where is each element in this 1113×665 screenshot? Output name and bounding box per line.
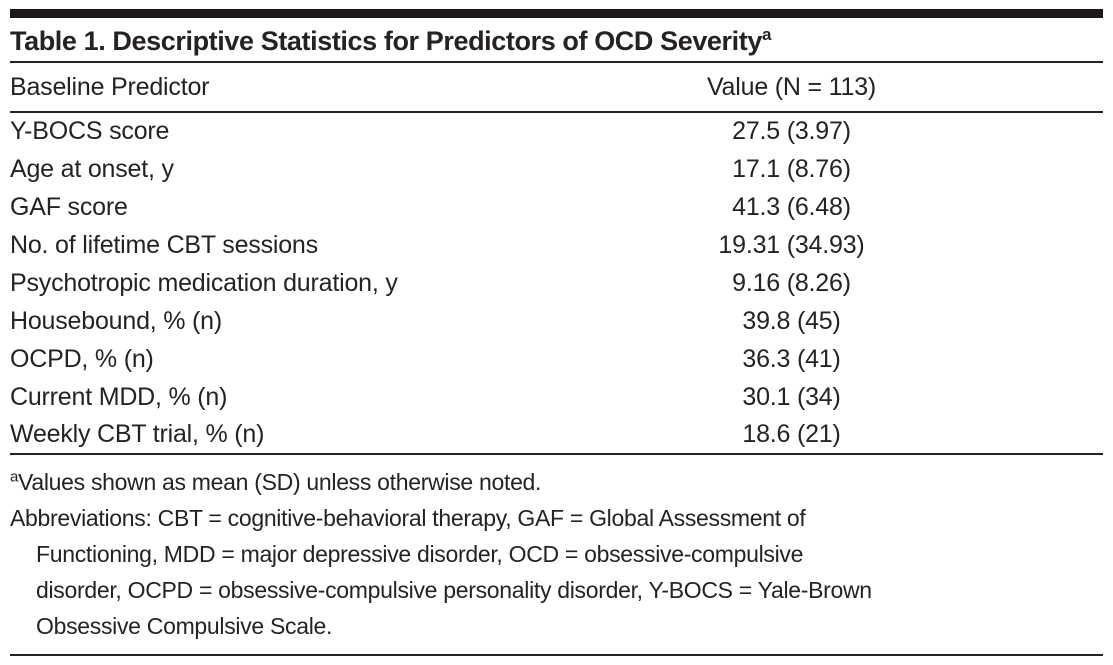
column-header-value: Value (N = 113) [479,63,1103,113]
table-footnotes: aValues shown as mean (SD) unless otherw… [10,455,1103,644]
row-value: 9.16 (8.26) [732,268,851,297]
row-label: Age at onset, y [10,154,174,183]
abbreviations-line: Abbreviations: CBT = cognitive-behaviora… [10,505,806,531]
header-row: Baseline Predictor Value (N = 113) [10,63,1103,113]
row-value: 41.3 (6.48) [732,192,851,221]
table-row: Current MDD, % (n) 30.1 (34) [10,378,1103,416]
row-value: 17.1 (8.76) [732,154,851,183]
row-value: 39.8 (45) [742,306,841,335]
row-value: 27.5 (3.97) [732,117,851,145]
descriptive-statistics-table: Baseline Predictor Value (N = 113) Y-BOC… [10,63,1103,455]
row-label: Psychotropic medication duration, y [10,268,398,297]
table-row: GAF score 41.3 (6.48) [10,188,1103,226]
row-label: Current MDD, % (n) [10,382,228,411]
table-row: Age at onset, y 17.1 (8.76) [10,150,1103,188]
footnote-a-marker: a [10,468,19,486]
table-row: Y-BOCS score 27.5 (3.97) [10,112,1103,150]
row-label: Weekly CBT trial, % (n) [10,416,480,455]
table-top-rule [10,9,1103,18]
table-row: Psychotropic medication duration, y 9.16… [10,264,1103,302]
row-value: 18.6 (21) [479,416,1103,455]
row-value: 36.3 (41) [742,344,841,373]
row-label: OCPD, % (n) [10,344,154,373]
abbreviations-line: disorder, OCPD = obsessive-compulsive pe… [36,577,872,603]
table-row: Housebound, % (n) 39.8 (45) [10,302,1103,340]
abbreviations-line: Functioning, MDD = major depressive diso… [36,541,804,567]
footnote-a-text: Values shown as mean (SD) unless otherwi… [18,469,542,495]
row-value: 30.1 (34) [742,382,841,411]
row-label: Housebound, % (n) [10,306,223,335]
table-row: No. of lifetime CBT sessions 19.31 (34.9… [10,226,1103,264]
row-label: No. of lifetime CBT sessions [10,230,318,259]
abbreviations-line: Obsessive Compulsive Scale. [36,613,333,639]
table-title-superscript: a [761,25,772,44]
footnote-a: aValues shown as mean (SD) unless otherw… [10,464,1103,500]
table-bottom-rule [10,654,1103,656]
row-value: 19.31 (34.93) [718,230,865,259]
column-header-baseline-predictor: Baseline Predictor [10,63,480,113]
table-title: Table 1. Descriptive Statistics for Pred… [10,18,1103,63]
table-title-text: Table 1. Descriptive Statistics for Pred… [10,26,762,56]
row-label: GAF score [10,192,128,221]
table-row: Weekly CBT trial, % (n) 18.6 (21) [10,416,1103,455]
table-row: OCPD, % (n) 36.3 (41) [10,340,1103,378]
row-label: Y-BOCS score [10,117,170,145]
